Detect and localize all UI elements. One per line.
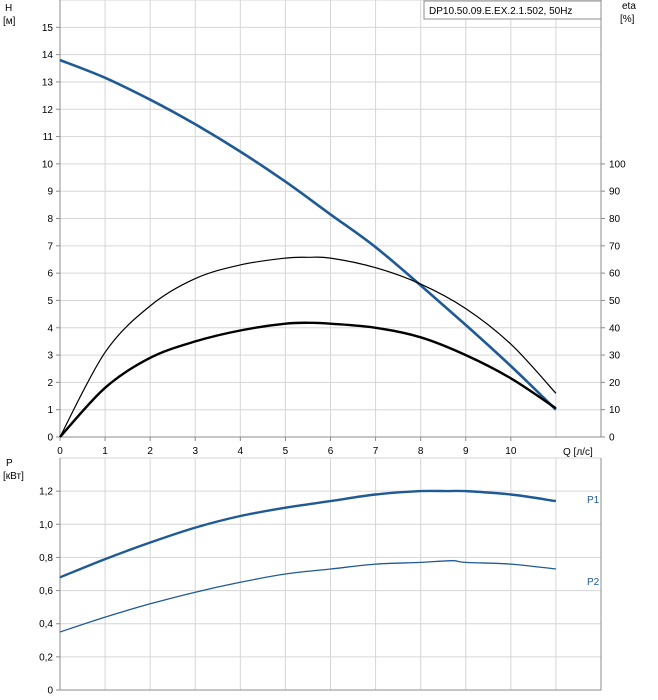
grid: [60, 0, 601, 690]
series-lines: [59, 58, 557, 633]
title-box: [423, 0, 602, 20]
y-right-tick-label: 60: [609, 269, 621, 280]
y-right-label-symbol: eta: [622, 1, 636, 12]
x-tick-label: 10: [505, 446, 517, 457]
y-left-tick-label: 5: [47, 296, 53, 307]
series-label-p2: P2: [587, 577, 600, 588]
y-right-tick-label: 100: [609, 159, 626, 170]
y-left-tick-label: 14: [42, 50, 54, 61]
x-tick-label: 1: [102, 446, 108, 457]
y-left-tick-label: 15: [42, 23, 54, 34]
y-left-tick-label: 0: [47, 433, 53, 444]
x-axis-label: Q [л/с]: [563, 447, 593, 458]
y-right-tick-label: 80: [609, 214, 621, 225]
power-axis-label-unit: [кВт]: [3, 471, 24, 482]
efficiency-curve: [59, 256, 557, 438]
x-tick-label: 8: [418, 446, 424, 457]
power-tick-label: 1,0: [39, 520, 53, 531]
y-right-tick-label: 70: [609, 241, 621, 252]
x-tick-label: 6: [328, 446, 334, 457]
power-tick-label: 0,4: [39, 619, 53, 630]
y-left-tick-label: 8: [47, 214, 53, 225]
x-tick-label: 2: [147, 446, 153, 457]
x-tick-label: 9: [463, 446, 469, 457]
head-curve: [59, 58, 557, 411]
power-tick-label: 1,2: [39, 487, 53, 498]
x-tick-label: 3: [192, 446, 198, 457]
y-right-tick-label: 20: [609, 378, 621, 389]
y-left-tick-label: 13: [42, 77, 54, 88]
npsh-curve: [59, 321, 557, 438]
series-label-p1: P1: [587, 495, 600, 506]
y-left-tick-label: 12: [42, 105, 54, 116]
power-tick-label: 0,6: [39, 586, 53, 597]
x-tick-label: 4: [238, 446, 244, 457]
x-tick-label: 7: [373, 446, 379, 457]
y-left-tick-label: 4: [47, 323, 53, 334]
y-left-tick-label: 11: [43, 132, 54, 143]
y-left-tick-label: 10: [42, 159, 54, 170]
power-axis-label-symbol: P: [6, 458, 13, 469]
y-left-tick-label: 3: [47, 351, 53, 362]
chart-title: DP10.50.09.E.EX.2.1.502, 50Hz: [429, 6, 572, 17]
y-right-tick-label: 90: [609, 187, 621, 198]
y-left-tick-label: 9: [47, 187, 53, 198]
y-left-tick-label: 2: [47, 378, 53, 389]
y-right-tick-label: 10: [609, 405, 621, 416]
y-left-tick-label: 6: [47, 269, 53, 280]
y-right-tick-label: 50: [609, 296, 621, 307]
power-tick-label: 0: [47, 686, 53, 697]
y-right-tick-label: 30: [609, 351, 621, 362]
y-right-tick-label: 40: [609, 323, 621, 334]
p1-curve: [59, 489, 557, 579]
y-left-tick-label: 7: [47, 241, 53, 252]
y-left-label-unit: [м]: [3, 16, 16, 27]
y-right-label-unit: [%]: [620, 14, 635, 25]
y-left-tick-label: 1: [47, 405, 53, 416]
axis-frame-bottom: [59, 458, 602, 691]
x-tick-label: 0: [57, 446, 63, 457]
y-left-label-symbol: H: [5, 3, 12, 14]
tick-labels: 0123456789101112131415010203040506070809…: [39, 23, 626, 697]
p2-curve: [59, 560, 556, 633]
power-tick-label: 0,2: [39, 652, 53, 663]
power-tick-label: 0,8: [39, 553, 53, 564]
x-tick-label: 5: [283, 446, 289, 457]
y-right-tick-label: 0: [609, 433, 615, 444]
